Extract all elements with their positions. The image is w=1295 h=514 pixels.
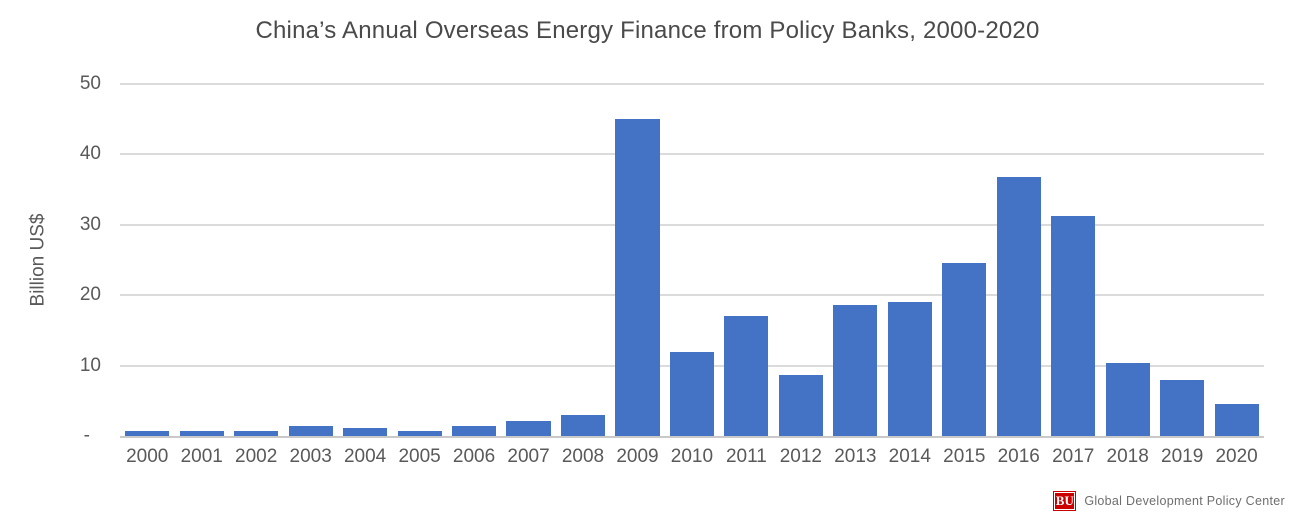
bar-slot-2002: 2002: [229, 84, 283, 467]
bar-2003: [288, 426, 333, 436]
y-tick-20: 20: [79, 284, 101, 306]
bar-series: 2000 2001 2002 2003 2004 2005 2006 2007 2008 2009…: [120, 84, 1264, 467]
bar-slot-2014: 2014: [883, 84, 937, 467]
x-tick-2007: 2007: [507, 446, 550, 467]
bar-2010: [669, 352, 714, 436]
bar-slot-2011: 2011: [719, 84, 773, 467]
x-tick-2016: 2016: [997, 446, 1040, 467]
gridline-30: [120, 223, 1264, 226]
bar-2001: [179, 431, 224, 436]
bar-2008: [560, 414, 606, 436]
bar-slot-2019: 2019: [1155, 84, 1209, 467]
x-tick-2010: 2010: [670, 446, 714, 467]
gridline-40: [120, 153, 1264, 156]
bar-slot-2008: 2008: [556, 84, 610, 467]
y-tick-0: -: [83, 425, 90, 446]
x-tick-2020: 2020: [1215, 446, 1258, 467]
y-tick-10: 10: [79, 354, 101, 376]
y-tick-30: 30: [79, 213, 101, 235]
branding-footer: BU Global Development Policy Center: [1053, 491, 1285, 511]
bar-slot-2018: 2018: [1100, 84, 1154, 467]
x-tick-2015: 2015: [943, 446, 986, 467]
bar-2015: [942, 262, 987, 436]
bar-2018: [1105, 362, 1150, 436]
bar-2011: [724, 316, 769, 436]
x-tick-2002: 2002: [235, 446, 278, 467]
bar-2005: [397, 431, 442, 436]
x-tick-2001: 2001: [180, 446, 223, 467]
bar-slot-2017: 2017: [1046, 84, 1100, 467]
bar-slot-2000: 2000: [120, 84, 174, 467]
x-tick-2008: 2008: [561, 446, 605, 467]
bar-2013: [833, 305, 878, 436]
bar-2012: [778, 375, 823, 436]
bar-2000: [125, 431, 170, 436]
x-tick-2014: 2014: [888, 446, 931, 467]
bar-2004: [343, 428, 388, 436]
bar-2016: [996, 176, 1041, 436]
gridline-50: [120, 83, 1264, 85]
bar-slot-2005: 2005: [392, 84, 446, 467]
bar-slot-2012: 2012: [774, 84, 828, 467]
bar-slot-2006: 2006: [447, 84, 501, 467]
bar-slot-2003: 2003: [283, 84, 337, 467]
x-tick-2005: 2005: [398, 446, 441, 467]
bar-2017: [1051, 215, 1096, 436]
bu-logo-icon: BU: [1053, 491, 1077, 511]
bar-2006: [451, 426, 497, 436]
y-axis-ticks: 50 40 30 20 10 -: [0, 73, 101, 446]
bar-2007: [506, 421, 551, 436]
bar-slot-2015: 2015: [937, 84, 991, 467]
x-tick-2011: 2011: [725, 446, 767, 467]
plot-area: 2000 2001 2002 2003 2004 2005 2006 2007 2008 2009…: [120, 83, 1264, 467]
bar-2014: [887, 302, 932, 436]
x-tick-2012: 2012: [779, 446, 822, 467]
bar-2002: [234, 431, 279, 436]
chart-title: China’s Annual Overseas Energy Finance f…: [255, 17, 1040, 44]
y-tick-40: 40: [79, 143, 101, 165]
x-tick-2006: 2006: [452, 446, 496, 467]
bar-slot-2020: 2020: [1209, 84, 1263, 467]
gridline-20: [120, 294, 1264, 297]
x-tick-2013: 2013: [834, 446, 877, 467]
x-tick-2000: 2000: [126, 446, 169, 467]
bar-2009: [615, 119, 660, 436]
bar-slot-2016: 2016: [992, 84, 1046, 467]
y-tick-50: 50: [79, 73, 101, 94]
bar-2019: [1160, 379, 1205, 436]
x-tick-2018: 2018: [1106, 446, 1149, 467]
bar-2020: [1214, 404, 1259, 436]
x-tick-2017: 2017: [1052, 446, 1095, 467]
x-tick-2004: 2004: [343, 446, 387, 467]
org-name-label: Global Development Policy Center: [1084, 494, 1285, 508]
bar-slot-2007: 2007: [501, 84, 555, 467]
bar-slot-2009: 2009: [610, 84, 664, 467]
x-tick-2003: 2003: [289, 446, 332, 467]
x-tick-2019: 2019: [1161, 446, 1204, 467]
bar-slot-2001: 2001: [174, 84, 228, 467]
bar-slot-2004: 2004: [338, 84, 392, 467]
bar-slot-2010: 2010: [665, 84, 719, 467]
bar-slot-2013: 2013: [828, 84, 882, 467]
x-tick-2009: 2009: [616, 446, 659, 467]
